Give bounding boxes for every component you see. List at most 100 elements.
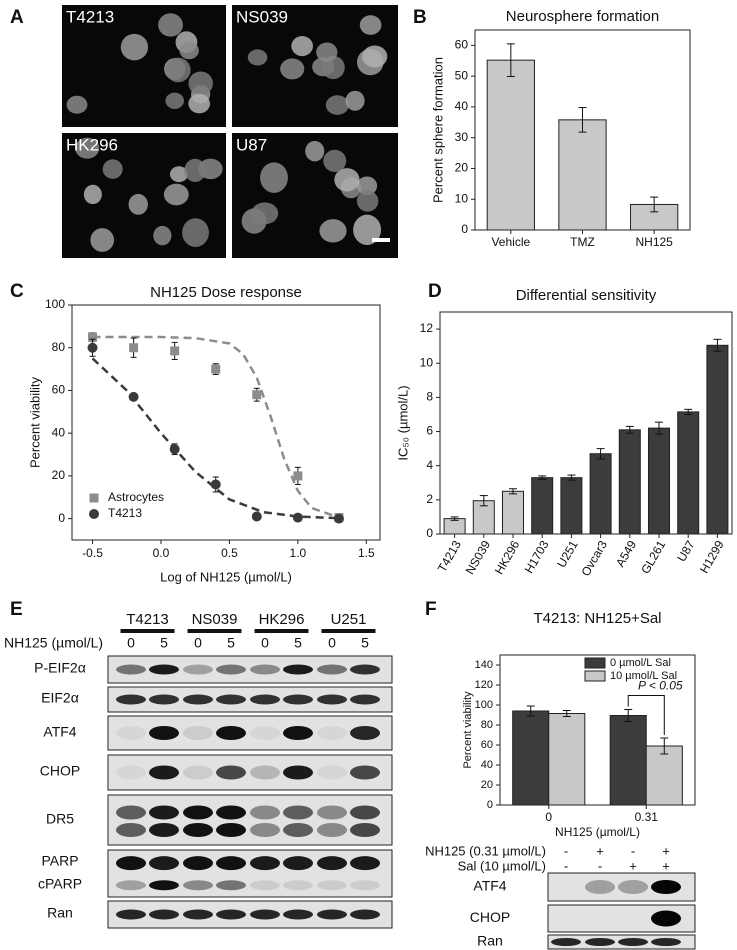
legend-swatch [584,670,606,682]
row-label: ATF4 [473,878,506,894]
treatment-label: NH125 (µmol/L) [4,635,103,651]
x-tick-label: 0.0 [153,546,170,560]
cell-nucleus [362,45,388,68]
y-tick-label: 0 [487,799,493,811]
y-tick-label: 4 [426,458,433,472]
legend-label: 0 µmol/L Sal [610,657,671,669]
blot-band [250,880,280,891]
blot-band [216,909,246,920]
cell-nucleus [184,158,207,182]
treatment-sign: + [662,858,670,873]
lane-group-bar [120,629,175,633]
y-tick-label: 20 [52,468,66,482]
y-axis-label: IC₅₀ (µmol/L) [395,385,410,460]
blot-band [317,664,347,675]
row-label: CHOP [40,763,80,779]
blot-band [350,805,380,820]
microscopy: T4213 NS039 HK296 U87 [62,5,398,258]
blot-band [149,694,179,705]
cell-nucleus [90,228,115,252]
blot-f: NH125 (0.31 µmol/L) - + - +Sal (10 µmol/L) - -… [425,843,696,950]
blot-band [183,765,213,780]
row-label: ATF4 [43,724,76,740]
bar [609,715,647,806]
blot-band [283,880,313,891]
lane-group-bar [321,629,376,633]
blot-band [350,823,380,837]
x-tick-label: NH125 [635,235,673,249]
bar [512,710,550,806]
cell-nucleus [291,36,313,57]
chart-bar: Neurosphere formation Percent sphere form… [430,8,691,249]
x-tick-label: Vehicle [491,235,530,249]
chart-title: Neurosphere formation [506,8,659,25]
y-tick-label: 2 [426,492,433,506]
row-label: PARP [41,853,78,869]
y-tick-label: 10 [420,355,434,369]
blot-band [250,726,280,740]
legend-label: T4213 [108,506,142,520]
blot-band [317,694,347,705]
y-tick-label: 100 [45,297,65,311]
data-point [128,391,139,402]
cell-nucleus [260,162,288,193]
cell-nucleus [158,13,183,37]
cell-line-label: U251 [331,611,367,628]
legend-label: 10 µmol/L Sal [610,670,677,682]
dose-label: 5 [361,635,369,651]
blot-band [283,726,313,740]
blot-band [317,805,347,820]
cell-nucleus [120,33,149,61]
y-tick-label: 100 [475,699,493,711]
blot-band [283,805,313,820]
blot-band [216,823,246,837]
y-axis-label: Percent sphere formation [430,57,445,203]
blot-band [183,694,213,705]
blot-band [283,823,313,837]
blot-strip [107,794,393,846]
blot-band [250,823,280,837]
data-point [333,513,344,524]
blot-band [317,880,347,891]
image-label: U87 [236,135,267,154]
blot-band [350,880,380,891]
bar [443,518,466,535]
y-tick-label: 10 [455,191,469,205]
bar [501,490,525,535]
cell-nucleus [251,202,279,225]
treatment-label: NH125 (0.31 µmol/L) [425,843,546,858]
legend-marker [89,509,99,519]
dose-label: 5 [160,635,168,651]
blot-band [116,823,146,837]
row-label: EIF2α [41,690,79,706]
cell-nucleus [165,57,191,83]
blot-band [618,880,648,894]
bar [589,453,612,535]
y-tick-label: 40 [52,425,66,439]
y-tick-label: 0 [461,222,468,236]
chart-scatter: NH125 Dose response Percent viability 0 20 4… [27,284,381,584]
y-tick-label: 120 [475,679,493,691]
row-label: cPARP [38,876,82,892]
treatment-sign: + [629,858,637,873]
y-tick-label: 80 [481,719,493,731]
dose-label: 0 [127,635,135,651]
data-point [211,364,221,374]
blot-band [216,805,246,820]
blot-band [283,856,313,871]
blot-band [350,856,380,871]
plot-frame [439,311,733,535]
legend-swatch [584,657,606,669]
y-tick-label: 12 [420,321,434,335]
cell-nucleus [169,166,189,183]
blot-band [317,726,347,740]
cell-nucleus [66,95,88,114]
y-tick-label: 40 [455,99,469,113]
blot-band [651,910,681,927]
lane-group-bar [187,629,242,633]
data-point [169,444,180,455]
treatment-sign: - [564,843,568,858]
cell-nucleus [319,219,347,243]
cell-nucleus [334,168,360,192]
